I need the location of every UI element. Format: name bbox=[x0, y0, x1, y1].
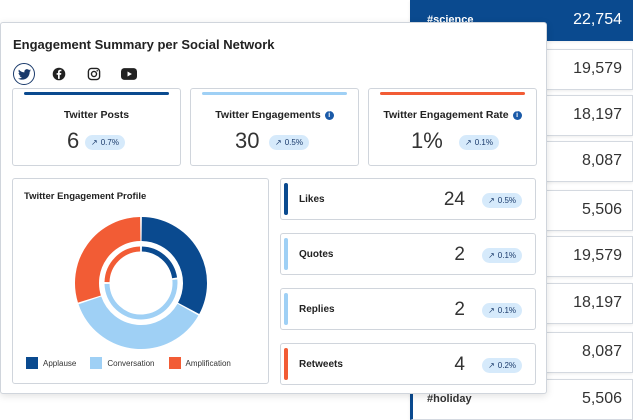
network-tabs bbox=[13, 63, 140, 85]
stat-value: 2 bbox=[454, 244, 465, 265]
inner-segment-applause bbox=[141, 246, 178, 279]
change-badge: ↗ 0.1% bbox=[482, 303, 522, 318]
change-badge: ↗ 0.1% bbox=[482, 248, 522, 263]
change-value: 0.5% bbox=[497, 196, 516, 205]
metric-accent-bar bbox=[24, 92, 169, 95]
stat-accent-bar bbox=[284, 348, 288, 380]
stat-label: Likes bbox=[299, 194, 325, 205]
change-badge: ↗ 0.5% bbox=[482, 193, 522, 208]
chart-legend: Applause Conversation Amplification bbox=[26, 357, 231, 369]
legend-swatch bbox=[168, 357, 181, 369]
panel-title: Engagement Summary per Social Network bbox=[13, 37, 275, 52]
hashtag-count: 19,579 bbox=[573, 60, 622, 77]
metric-value: 30 bbox=[235, 128, 260, 153]
metric-label: Twitter Engagement Rate bbox=[383, 109, 509, 121]
change-badge: ↗ 0.1% bbox=[459, 135, 499, 150]
legend-label: Conversation bbox=[107, 358, 155, 368]
stat-label: Replies bbox=[299, 304, 335, 315]
instagram-icon[interactable] bbox=[83, 63, 105, 85]
stat-row-retweets[interactable]: Retweets 4 ↗ 0.2% bbox=[280, 343, 536, 385]
arrow-up-right-icon: ↗ bbox=[488, 361, 495, 370]
legend-item: Amplification bbox=[168, 357, 231, 369]
change-value: 0.5% bbox=[284, 138, 303, 147]
stat-value: 2 bbox=[454, 299, 465, 320]
profile-title: Twitter Engagement Profile bbox=[24, 191, 147, 202]
change-value: 0.2% bbox=[497, 361, 516, 370]
outer-segment-applause bbox=[141, 217, 207, 315]
metric-value: 1% bbox=[411, 128, 443, 153]
stat-label: Retweets bbox=[299, 359, 343, 370]
arrow-up-right-icon: ↗ bbox=[465, 138, 472, 147]
hashtag-count: 18,197 bbox=[573, 294, 622, 311]
stat-accent-bar bbox=[284, 183, 288, 215]
arrow-up-right-icon: ↗ bbox=[488, 196, 495, 205]
legend-swatch bbox=[26, 357, 38, 369]
hashtag-count: 5,506 bbox=[581, 390, 622, 407]
legend-item: Conversation bbox=[90, 357, 155, 369]
stat-value: 4 bbox=[454, 354, 465, 375]
arrow-up-right-icon: ↗ bbox=[275, 138, 282, 147]
change-value: 0.1% bbox=[497, 251, 516, 260]
hashtag-count: 18,197 bbox=[573, 106, 622, 123]
hashtag-count: 19,579 bbox=[573, 247, 622, 264]
stat-row-replies[interactable]: Replies 2 ↗ 0.1% bbox=[280, 288, 536, 330]
stat-accent-bar bbox=[284, 293, 288, 325]
hashtag-count: 8,087 bbox=[581, 152, 622, 169]
hashtag-count: 5,506 bbox=[581, 201, 622, 218]
change-value: 0.1% bbox=[474, 138, 493, 147]
change-value: 0.1% bbox=[497, 306, 516, 315]
info-icon[interactable]: i bbox=[512, 111, 522, 120]
stat-label: Quotes bbox=[299, 249, 334, 260]
metric-card-twitter-engagements: Twitter Engagements i 30 ↗ 0.5% bbox=[190, 88, 359, 166]
arrow-up-right-icon: ↗ bbox=[488, 251, 495, 260]
metric-accent-bar bbox=[380, 92, 525, 95]
metric-value: 6 bbox=[67, 128, 80, 153]
change-badge: ↗ 0.2% bbox=[482, 358, 522, 373]
arrow-up-right-icon: ↗ bbox=[488, 306, 495, 315]
stat-row-likes[interactable]: Likes 24 ↗ 0.5% bbox=[280, 178, 536, 220]
metric-card-twitter-posts: Twitter Posts 6 ↗ 0.7% bbox=[12, 88, 181, 166]
facebook-icon[interactable] bbox=[48, 63, 70, 85]
stat-row-quotes[interactable]: Quotes 2 ↗ 0.1% bbox=[280, 233, 536, 275]
change-badge: ↗ 0.7% bbox=[85, 135, 125, 150]
hashtag-name: #holiday bbox=[427, 393, 472, 405]
outer-segment-amplification bbox=[75, 217, 142, 303]
inner-segment-amplification bbox=[104, 246, 141, 283]
legend-swatch bbox=[90, 357, 103, 369]
change-badge: ↗ 0.5% bbox=[269, 135, 309, 150]
hashtag-count: 8,087 bbox=[581, 343, 622, 360]
engagement-summary-panel: Engagement Summary per Social Network Tw… bbox=[0, 22, 547, 394]
stat-accent-bar bbox=[284, 238, 288, 270]
info-icon[interactable]: i bbox=[324, 111, 334, 120]
metric-card-twitter-engagement-rate: Twitter Engagement Rate i 1% ↗ 0.1% bbox=[368, 88, 537, 166]
twitter-icon[interactable] bbox=[13, 63, 35, 85]
inner-segment-conversation bbox=[104, 279, 178, 320]
youtube-icon[interactable] bbox=[118, 63, 140, 85]
engagement-profile-card: Twitter Engagement Profile Applause Conv… bbox=[12, 178, 269, 384]
legend-item: Applause bbox=[26, 357, 76, 369]
outer-segment-conversation bbox=[78, 295, 199, 349]
legend-label: Amplification bbox=[185, 358, 231, 368]
metric-label: Twitter Posts bbox=[63, 109, 130, 121]
engagement-donut-chart bbox=[75, 217, 207, 349]
metric-label: Twitter Engagements bbox=[215, 109, 321, 121]
arrow-up-right-icon: ↗ bbox=[91, 138, 98, 147]
stat-value: 24 bbox=[443, 189, 465, 210]
hashtag-count: 22,754 bbox=[573, 11, 622, 28]
legend-label: Applause bbox=[43, 358, 77, 368]
change-value: 0.7% bbox=[100, 138, 119, 147]
metric-accent-bar bbox=[202, 92, 347, 95]
